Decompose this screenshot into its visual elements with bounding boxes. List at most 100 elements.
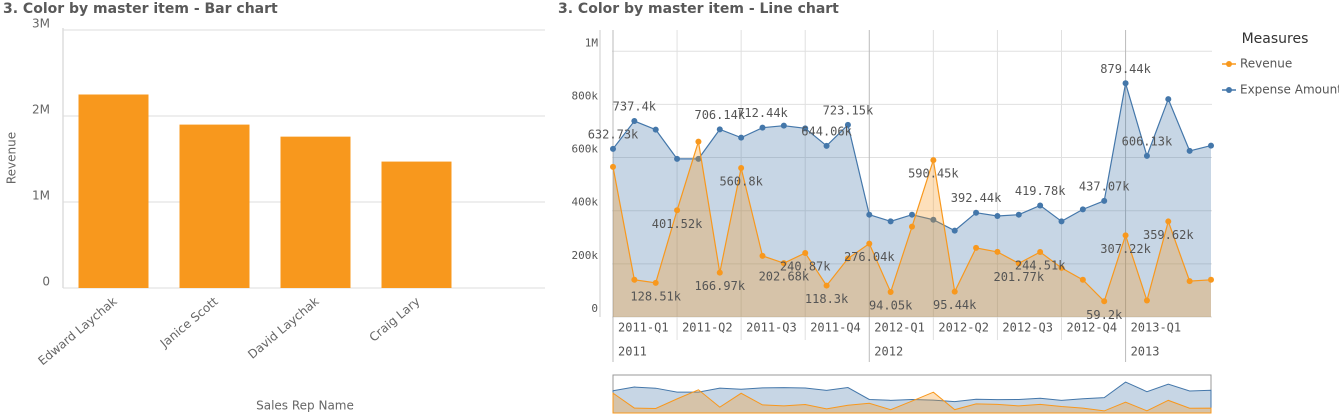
point xyxy=(780,122,787,129)
point xyxy=(674,207,681,214)
y-tick-label: 1M xyxy=(585,36,599,49)
y-tick-label: 1M xyxy=(32,189,50,203)
point xyxy=(844,255,851,262)
point xyxy=(1058,264,1065,271)
point xyxy=(887,289,894,296)
value-label: 359.62k xyxy=(1143,228,1194,242)
point xyxy=(909,211,915,218)
point xyxy=(759,124,766,131)
point xyxy=(866,240,873,247)
point xyxy=(909,223,915,230)
x-tick-label: 2011-Q3 xyxy=(746,321,797,335)
value-label: 606.13k xyxy=(1122,134,1173,148)
point xyxy=(1165,218,1172,225)
value-label: 419.78k xyxy=(1015,184,1066,198)
value-label: 437.07k xyxy=(1079,179,1130,193)
x-tick-label: Janice Scott xyxy=(157,294,221,351)
point xyxy=(802,125,809,132)
point xyxy=(1037,249,1044,256)
year-label: 2011 xyxy=(618,345,647,359)
value-label: 201.77k xyxy=(993,270,1044,284)
point xyxy=(1058,218,1065,225)
x-tick-label: David Laychak xyxy=(245,294,322,361)
value-label: 166.97k xyxy=(694,279,745,293)
value-label: 723.15k xyxy=(823,103,874,117)
x-axis-title: Sales Rep Name xyxy=(256,399,354,413)
value-label: 244.51k xyxy=(1015,259,1066,273)
value-label: 644.06k xyxy=(801,124,852,138)
mini-area xyxy=(612,389,1212,414)
chart-title: 3. Color by master item - Line chart xyxy=(558,1,839,17)
x-tick-label: 2011-Q2 xyxy=(682,321,733,335)
value-label: 118.3k xyxy=(805,292,849,306)
value-label: 95.44k xyxy=(933,298,977,312)
y-tick-label: 200k xyxy=(572,249,599,262)
point xyxy=(973,209,980,216)
chart-title: 3. Color by master item - Bar chart xyxy=(3,1,278,17)
legend-title: Measures xyxy=(1242,31,1309,47)
point xyxy=(716,269,723,276)
y-tick-label: 2M xyxy=(32,103,50,117)
point xyxy=(716,126,723,133)
x-tick-label: Edward Laychak xyxy=(35,294,119,368)
point xyxy=(1015,260,1022,267)
point xyxy=(1101,298,1108,305)
point xyxy=(866,211,873,218)
point xyxy=(652,126,659,133)
value-label: 632.73k xyxy=(588,127,639,141)
year-label: 2012 xyxy=(874,345,903,359)
value-label: 560.8k xyxy=(719,174,763,188)
y-tick-label: 800k xyxy=(572,89,599,102)
legend-label: Expense Amount xyxy=(1240,83,1339,97)
y-tick-label: 0 xyxy=(42,275,50,289)
x-tick-label: 2013-Q1 xyxy=(1131,321,1182,335)
value-label: 712.44k xyxy=(737,106,788,120)
point xyxy=(780,260,787,267)
y-tick-label: 600k xyxy=(572,143,599,156)
point xyxy=(844,121,851,128)
bar xyxy=(381,161,452,288)
point xyxy=(759,252,766,259)
y-tick-label: 400k xyxy=(572,196,599,209)
point xyxy=(1186,278,1193,285)
x-tick-label: 2011-Q4 xyxy=(810,321,861,335)
value-label: 59.2k xyxy=(1086,308,1123,322)
point xyxy=(823,282,830,289)
point xyxy=(1186,147,1193,154)
bar xyxy=(280,136,351,288)
point xyxy=(1079,206,1086,213)
point xyxy=(823,142,830,149)
x-tick-label: 2012-Q3 xyxy=(1002,321,1053,335)
point xyxy=(951,288,958,295)
point xyxy=(610,163,616,170)
legend-marker xyxy=(1226,61,1232,67)
point xyxy=(930,216,937,223)
x-tick-label: 2012-Q2 xyxy=(938,321,989,335)
value-label: 276.04k xyxy=(844,250,895,264)
point xyxy=(738,134,745,141)
point xyxy=(1037,202,1044,209)
point xyxy=(1208,142,1214,149)
point xyxy=(674,155,681,162)
point xyxy=(994,213,1001,220)
value-label: 706.14k xyxy=(694,108,745,122)
point xyxy=(610,145,616,152)
point xyxy=(631,118,638,125)
point xyxy=(1101,197,1108,204)
value-label: 128.51k xyxy=(630,289,681,303)
bar xyxy=(179,124,250,288)
value-label: 202.68k xyxy=(759,270,810,284)
x-tick-label: Craig Lary xyxy=(367,294,423,344)
point xyxy=(930,157,937,164)
x-tick-label: 2012-Q1 xyxy=(874,321,925,335)
point xyxy=(652,279,659,286)
point xyxy=(994,248,1001,255)
point xyxy=(1015,211,1022,218)
point xyxy=(951,227,958,234)
bar xyxy=(78,94,149,288)
value-label: 737.4k xyxy=(613,100,657,114)
x-tick-label: 2012-Q4 xyxy=(1067,321,1118,335)
point xyxy=(887,218,894,225)
value-label: 879.44k xyxy=(1100,62,1151,76)
